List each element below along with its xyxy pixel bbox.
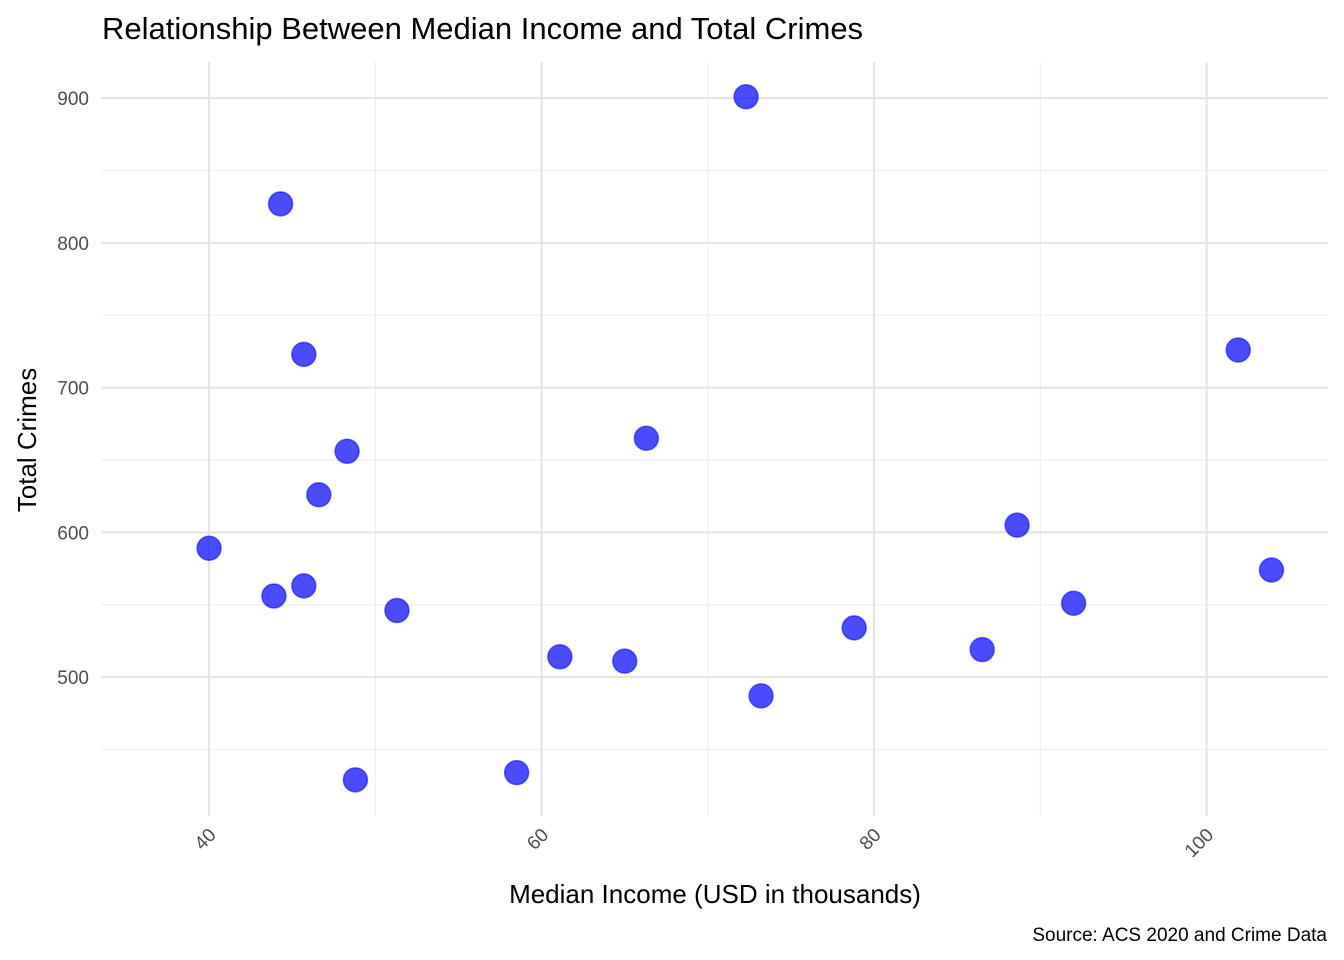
data-point [342, 767, 369, 793]
chart-caption: Source: ACS 2020 and Crime Data [1032, 925, 1327, 946]
data-point [306, 481, 332, 508]
y-tick-label: 700 [57, 379, 89, 400]
data-point [633, 425, 660, 452]
x-tick-label: 100 [1181, 825, 1218, 862]
data-point [969, 636, 995, 663]
data-point [196, 535, 222, 562]
data-point [291, 341, 317, 368]
minor-gridlines [101, 62, 1328, 816]
x-axis-tick-labels: 40 60 80 100 [191, 825, 1218, 862]
data-points [196, 83, 1285, 793]
data-point [1060, 590, 1087, 617]
data-point [547, 644, 573, 670]
data-point [733, 83, 759, 110]
data-point [503, 759, 530, 786]
x-axis-title: Median Income (USD in thousands) [509, 879, 921, 909]
data-point [841, 615, 867, 641]
data-point [1004, 512, 1030, 538]
data-point [267, 191, 294, 217]
x-tick-label: 40 [191, 825, 221, 855]
chart-title: Relationship Between Median Income and T… [102, 11, 863, 46]
major-gridlines [101, 62, 1328, 816]
data-point [748, 683, 774, 709]
y-tick-label: 900 [57, 89, 89, 110]
x-tick-label: 60 [523, 825, 553, 855]
data-point [261, 583, 287, 609]
y-axis-tick-labels: 500 600 700 800 900 [57, 89, 89, 689]
data-point [334, 438, 360, 465]
y-tick-label: 600 [57, 523, 89, 544]
data-point [1225, 337, 1251, 363]
data-point [611, 648, 638, 674]
y-tick-label: 800 [57, 234, 89, 255]
data-point [1258, 557, 1285, 583]
x-tick-label: 80 [856, 825, 886, 855]
data-point [384, 597, 410, 624]
y-axis-title: Total Crimes [12, 368, 42, 512]
y-tick-label: 500 [57, 668, 89, 689]
data-point [291, 573, 317, 599]
